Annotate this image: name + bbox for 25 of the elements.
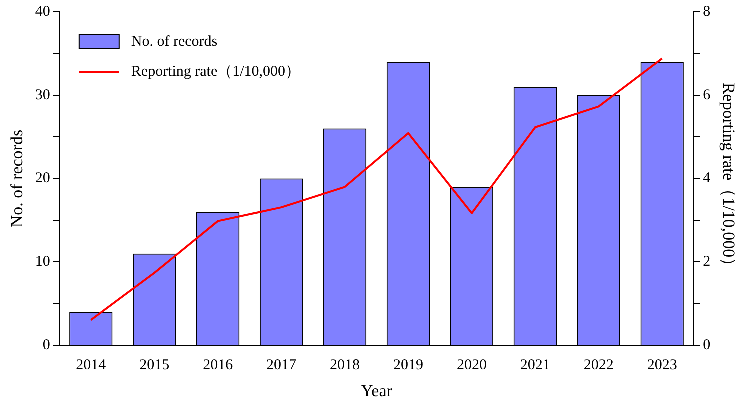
y2-tick-label: 4 <box>703 170 712 187</box>
x-tick-label: 2015 <box>140 358 170 374</box>
x-tick-label: 2023 <box>647 358 678 374</box>
y2-tick-label: 6 <box>703 87 712 104</box>
x-tick-label: 2016 <box>203 358 234 374</box>
x-tick-label: 2019 <box>393 358 424 374</box>
y2-tick-label: 2 <box>703 254 711 270</box>
x-tick-label: 2022 <box>584 358 614 374</box>
x-tick-label: 2018 <box>330 358 360 374</box>
y-tick-label: 10 <box>35 254 50 270</box>
legend-label: Reporting rate（1/10,000） <box>131 64 301 80</box>
y-axis-title: No. of records <box>8 130 27 228</box>
x-axis-title: Year <box>361 381 393 400</box>
y-tick-label: 20 <box>35 170 50 187</box>
x-tick-label: 2017 <box>266 358 298 374</box>
y2-tick-label: 8 <box>703 4 711 20</box>
x-tick-label: 2021 <box>520 358 550 374</box>
x-tick-label: 2014 <box>76 358 107 374</box>
y-tick-label: 30 <box>35 87 50 104</box>
y-tick-label: 0 <box>42 338 50 354</box>
x-tick-label: 2020 <box>456 358 487 374</box>
legend-label: No. of records <box>131 34 218 50</box>
y-tick-label: 40 <box>35 4 50 20</box>
y2-tick-label: 0 <box>703 338 711 354</box>
y2-axis-title: Reporting rate（1/10,000） <box>719 82 738 275</box>
